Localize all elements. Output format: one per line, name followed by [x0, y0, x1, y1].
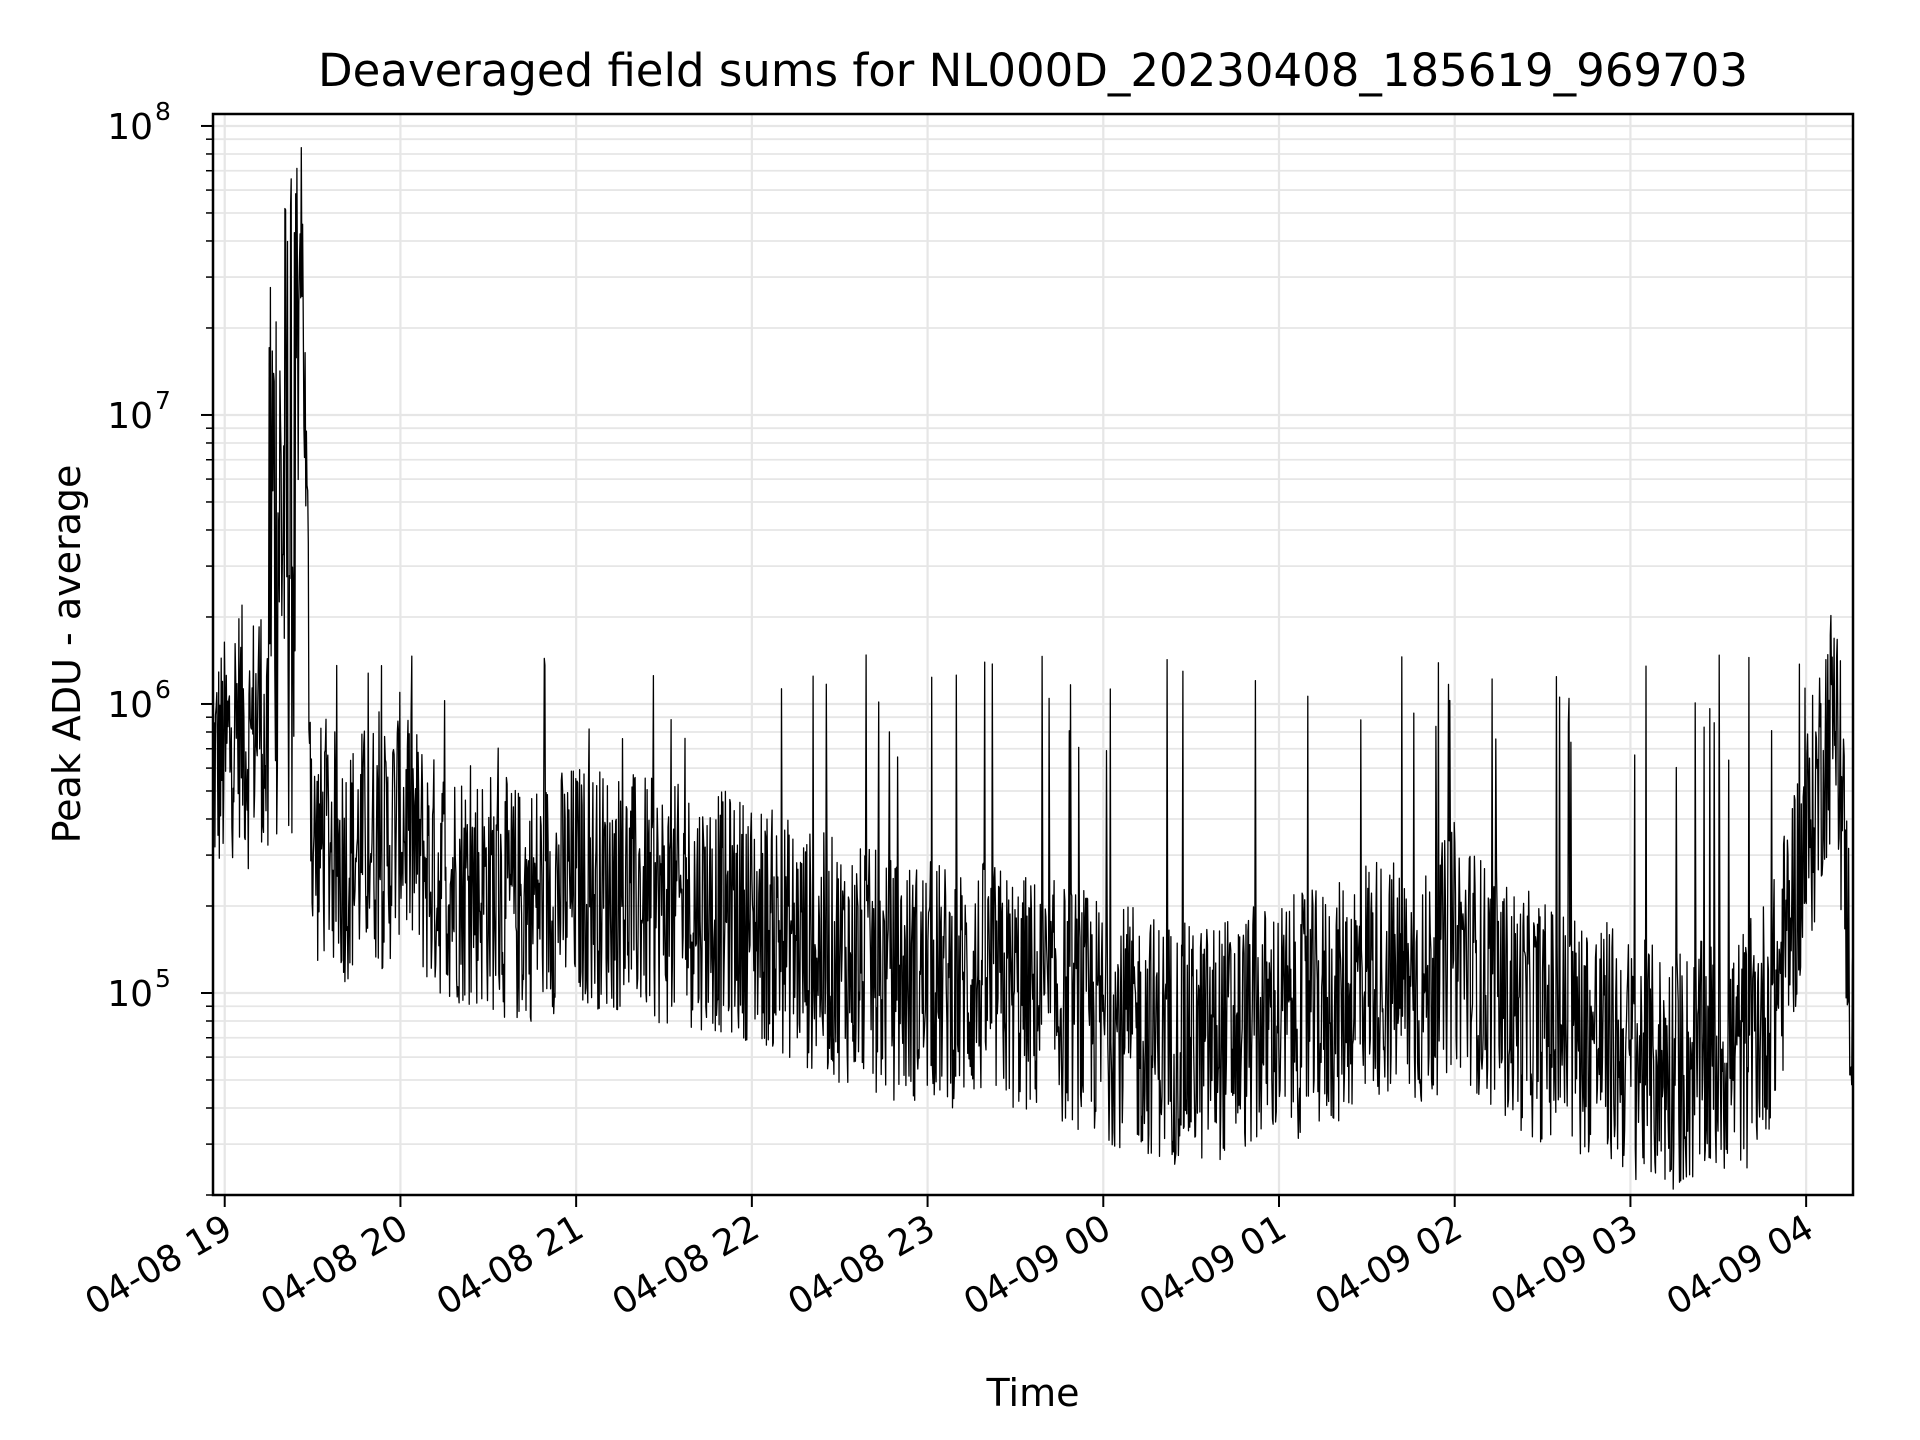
y-tick-label: 10	[107, 396, 153, 437]
y-axis-label: Peak ADU - average	[45, 465, 89, 844]
series-line	[212, 147, 1854, 1190]
y-tick-label: 10	[107, 974, 153, 1015]
grid	[213, 114, 1853, 1196]
x-axis-label: Time	[986, 1371, 1080, 1415]
plot-frame	[211, 112, 1855, 1197]
y-tick-exponent: 7	[155, 386, 171, 415]
y-tick-exponent: 6	[155, 675, 171, 704]
y-tick-exponent: 5	[155, 964, 171, 993]
y-tick-label: 10	[107, 685, 153, 726]
y-tick-label: 10	[107, 107, 153, 148]
y-tick-exponent: 8	[155, 97, 171, 126]
chart-title: Deaveraged field sums for NL000D_2023040…	[318, 44, 1748, 97]
